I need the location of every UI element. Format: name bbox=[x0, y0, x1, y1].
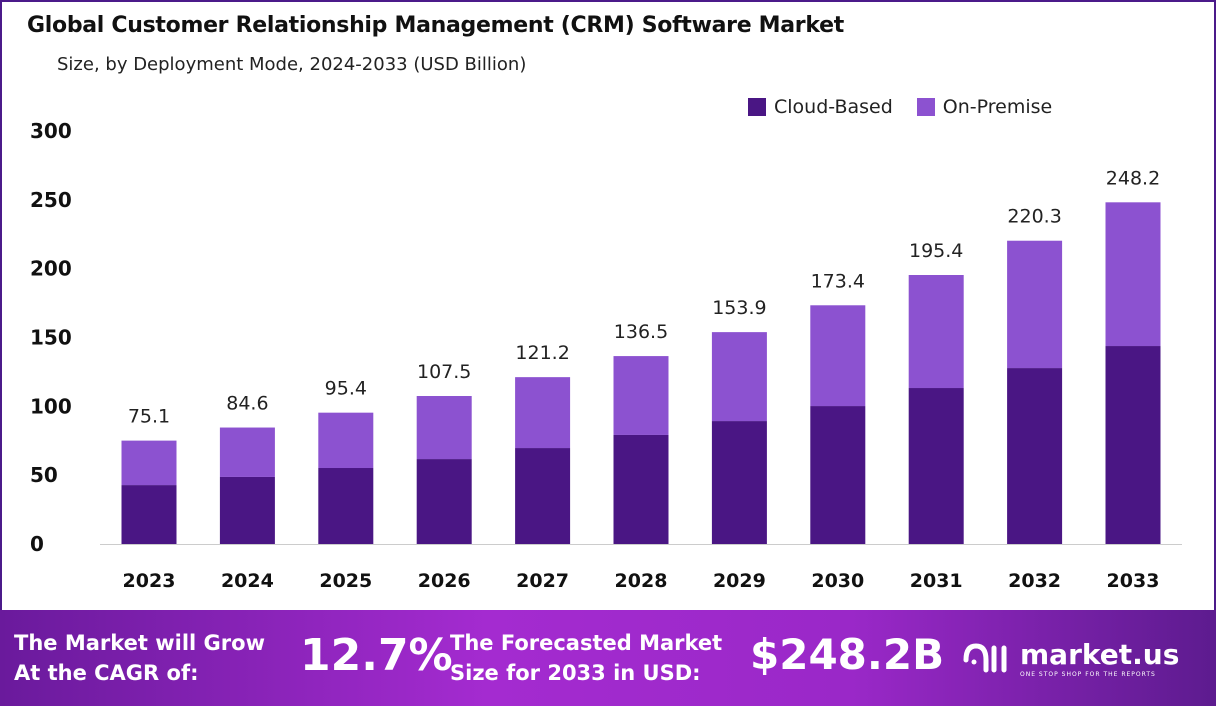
legend-label-cloud: Cloud-Based bbox=[774, 96, 893, 118]
chart-plot: 0 50 100 150 200 250 300 75.1 2023 84.6 2024 95.4 20… bbox=[30, 119, 1182, 592]
legend-swatch-onpremise bbox=[916, 98, 935, 116]
bar-cloud bbox=[1007, 368, 1063, 544]
total-data-label: 121.2 bbox=[515, 342, 569, 364]
cagr-label: The Market will Grow At the CAGR of: bbox=[14, 628, 265, 688]
cagr-label-line2: At the CAGR of: bbox=[14, 661, 199, 685]
forecast-label: The Forecasted Market Size for 2033 in US… bbox=[450, 628, 722, 688]
x-tick-label: 2023 bbox=[123, 570, 176, 592]
bar-onpremise bbox=[1105, 202, 1161, 347]
logo-tagline: ONE STOP SHOP FOR THE REPORTS bbox=[1020, 671, 1156, 678]
bar-onpremise bbox=[810, 305, 866, 407]
y-tick-label: 100 bbox=[30, 394, 72, 418]
chart-subtitle: Size, by Deployment Mode, 2024-2033 (USD… bbox=[57, 54, 527, 75]
total-data-label: 153.9 bbox=[712, 297, 766, 319]
forecast-label-line2: Size for 2033 in USD: bbox=[450, 661, 701, 685]
y-tick-label: 200 bbox=[30, 257, 72, 281]
x-tick-label: 2027 bbox=[516, 570, 569, 592]
logo-text: market.us bbox=[1020, 638, 1180, 671]
x-tick-label: 2026 bbox=[418, 570, 471, 592]
bar-cloud bbox=[219, 476, 275, 544]
x-tick-label: 2025 bbox=[319, 570, 372, 592]
market-us-logo: market.us ONE STOP SHOP FOR THE REPORTS bbox=[962, 638, 1179, 678]
bar-onpremise bbox=[219, 427, 275, 477]
bar-cloud bbox=[613, 434, 669, 544]
bar-cloud bbox=[711, 421, 767, 544]
total-data-label: 248.2 bbox=[1106, 167, 1160, 189]
x-tick-label: 2029 bbox=[713, 570, 766, 592]
total-data-label: 95.4 bbox=[325, 378, 367, 400]
bar-onpremise bbox=[908, 274, 964, 389]
bar-onpremise bbox=[711, 332, 767, 422]
total-data-label: 107.5 bbox=[417, 361, 471, 383]
total-data-label: 75.1 bbox=[128, 406, 170, 428]
legend: Cloud-Based On-Premise bbox=[748, 96, 1052, 118]
x-tick-label: 2024 bbox=[221, 570, 274, 592]
bar-onpremise bbox=[318, 412, 374, 469]
bar-onpremise bbox=[1007, 240, 1063, 369]
cagr-value: 12.7% bbox=[300, 630, 453, 681]
bar-onpremise bbox=[416, 396, 472, 460]
bar-cloud bbox=[908, 388, 964, 544]
total-data-label: 84.6 bbox=[226, 393, 268, 415]
legend-item-onpremise: On-Premise bbox=[916, 96, 1053, 118]
x-tick-label: 2031 bbox=[910, 570, 963, 592]
y-tick-label: 150 bbox=[30, 326, 72, 350]
total-data-label: 195.4 bbox=[909, 240, 963, 262]
legend-label-onpremise: On-Premise bbox=[942, 96, 1053, 118]
bar-cloud bbox=[416, 459, 472, 544]
forecast-label-line1: The Forecasted Market bbox=[450, 631, 723, 655]
chart-title: Global Customer Relationship Management … bbox=[27, 13, 844, 38]
y-tick-label: 300 bbox=[30, 119, 72, 143]
cagr-label-line1: The Market will Grow bbox=[14, 631, 265, 655]
legend-item-cloud: Cloud-Based bbox=[748, 96, 893, 118]
bar-cloud bbox=[121, 485, 177, 544]
bar-cloud bbox=[515, 448, 571, 544]
bar-onpremise bbox=[613, 356, 669, 435]
x-tick-label: 2032 bbox=[1008, 570, 1061, 592]
x-tick-label: 2030 bbox=[811, 570, 864, 592]
x-tick-label: 2028 bbox=[615, 570, 668, 592]
forecast-value: $248.2B bbox=[750, 630, 945, 679]
y-tick-label: 0 bbox=[30, 532, 44, 556]
total-data-label: 173.4 bbox=[811, 270, 865, 292]
y-tick-label: 250 bbox=[30, 188, 72, 212]
total-data-label: 220.3 bbox=[1007, 206, 1061, 228]
bar-onpremise bbox=[515, 377, 571, 449]
bar-cloud bbox=[1105, 346, 1161, 544]
summary-banner: The Market will Grow At the CAGR of: 12.7… bbox=[0, 610, 1216, 706]
bar-onpremise bbox=[121, 440, 177, 486]
y-tick-label: 50 bbox=[30, 463, 58, 487]
total-data-label: 136.5 bbox=[614, 321, 668, 343]
legend-swatch-cloud bbox=[748, 98, 766, 116]
bar-cloud bbox=[810, 406, 866, 544]
logo-icon bbox=[963, 643, 1007, 673]
bar-cloud bbox=[318, 468, 374, 544]
x-tick-label: 2033 bbox=[1107, 570, 1160, 592]
